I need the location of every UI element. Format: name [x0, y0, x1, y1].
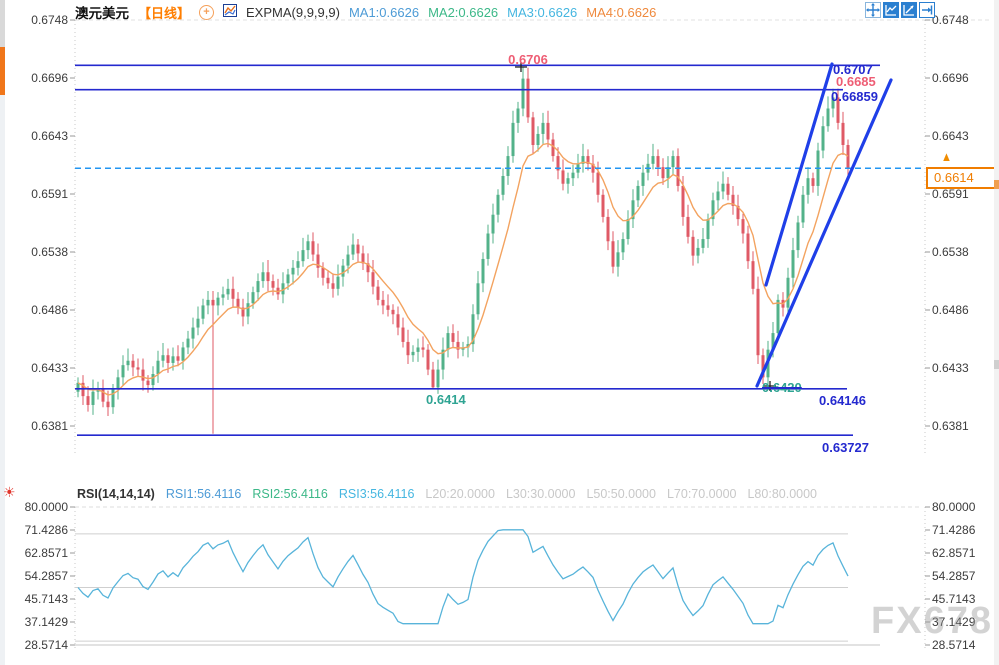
scrollbar-marker-gray — [994, 360, 999, 369]
axis-tick-label: 28.5714 — [24, 638, 68, 652]
swing-high-label: 0.66859 — [831, 89, 878, 104]
right-edge-scrollbar[interactable] — [994, 0, 999, 665]
axis-tick-label: 45.7143 — [24, 592, 68, 606]
ma4-value: MA4:0.6626 — [586, 4, 657, 20]
chart-type-icon[interactable] — [223, 4, 238, 20]
support-line-value-label: 0.64146 — [819, 393, 866, 408]
rsi-l50-label: L50:50.0000 — [586, 487, 656, 501]
axis-tick-label: 0.6748 — [31, 13, 68, 27]
rsi1-value: RSI1:56.4116 — [165, 487, 242, 501]
axis-tick-label: 0.6643 — [31, 129, 68, 143]
scrollbar-thumb[interactable] — [0, 47, 5, 95]
axis-tick-label: 45.7143 — [932, 592, 976, 606]
chart-toolbar — [865, 2, 935, 18]
axis-tick-label: 0.6591 — [932, 187, 969, 201]
axis-tick-label: 37.1429 — [24, 615, 68, 629]
axis-tick-label: 0.6486 — [31, 303, 68, 317]
axis-tick-label: 80.0000 — [932, 500, 976, 514]
axis-tick-label: 71.4286 — [24, 523, 68, 537]
scrollbar-marker-orange — [994, 180, 999, 189]
axis-tick-label: 80.0000 — [24, 500, 68, 514]
price-up-arrow-icon: ▲ — [940, 149, 952, 164]
axis-tick-label: 0.6748 — [932, 13, 969, 27]
axis-tick-label: 0.6381 — [31, 419, 68, 433]
indicator-window-icon[interactable] — [883, 2, 899, 18]
ma1-value: MA1:0.6626 — [348, 4, 420, 20]
axis-tick-label: 54.2857 — [24, 569, 68, 583]
rsi-l70-label: L70:70.0000 — [666, 487, 737, 501]
resistance-line-value-label: 0.6707 — [833, 62, 873, 77]
indicator-name[interactable]: EXPMA(9,9,9,9) — [246, 4, 340, 20]
rsi-l80-label: L80:80.0000 — [747, 487, 817, 501]
chart-header: 澳元美元 【日线】 + EXPMA(9,9,9,9) MA1:0.6626 MA… — [75, 2, 656, 22]
rsi-header: RSI(14,14,14) RSI1:56.4116 RSI2:56.4116 … — [77, 487, 817, 501]
symbol-name: 澳元美元 — [75, 6, 129, 21]
ma3-value: MA3:0.6626 — [507, 4, 578, 20]
indicator-settings-icon[interactable]: ☀ — [3, 484, 16, 500]
scrollbar-track-segment — [0, 0, 5, 47]
exit-fullscreen-icon[interactable] — [919, 2, 935, 18]
resistance2-label: 0.6685 — [836, 74, 876, 89]
axis-tick-label: 0.6696 — [31, 71, 68, 85]
axis-tick-label: 0.6486 — [932, 303, 969, 317]
axis-tick-label: 28.5714 — [932, 638, 976, 652]
axis-tick-label: 0.6643 — [932, 129, 969, 143]
rsi3-value: RSI3:56.4116 — [338, 487, 415, 501]
axis-tick-label: 54.2857 — [932, 569, 976, 583]
axis-tick-label: 0.6433 — [932, 361, 969, 375]
ma2-value: MA2:0.6626 — [428, 4, 499, 20]
axis-tick-label: 0.6591 — [31, 187, 68, 201]
axis-tick-label: 0.6696 — [932, 71, 969, 85]
rsi-l30-label: L30:30.0000 — [505, 487, 576, 501]
support-label-0_6414: 0.6414 — [426, 392, 466, 407]
timeframe-label[interactable]: 【日线】 — [138, 5, 191, 21]
axis-tick-label: 0.6538 — [932, 245, 969, 259]
crosshair-move-icon[interactable] — [865, 2, 881, 18]
rsi-l20-label: L20:20.0000 — [425, 487, 495, 501]
support2-line-value-label: 0.63727 — [822, 440, 869, 455]
axis-tick-label: 62.8571 — [932, 546, 976, 560]
trend-tool-icon[interactable] — [901, 2, 917, 18]
add-indicator-icon[interactable]: + — [199, 4, 215, 20]
axis-tick-label: 62.8571 — [24, 546, 68, 560]
axis-tick-label: 0.6381 — [932, 419, 969, 433]
rsi-title[interactable]: RSI(14,14,14) — [77, 487, 155, 501]
last-price-box: 0.6614 — [926, 167, 999, 189]
axis-tick-label: 37.1429 — [932, 615, 976, 629]
axis-tick-label: 71.4286 — [932, 523, 976, 537]
rsi2-value: RSI2:56.4116 — [252, 487, 328, 501]
left-edge-scrollbar[interactable] — [0, 0, 5, 665]
swing-low-label: 0.6420 — [762, 380, 802, 395]
axis-tick-label: 0.6538 — [31, 245, 68, 259]
axis-tick-label: 0.6433 — [31, 361, 68, 375]
resistance-label-0_6706: 0.6706 — [508, 52, 548, 67]
